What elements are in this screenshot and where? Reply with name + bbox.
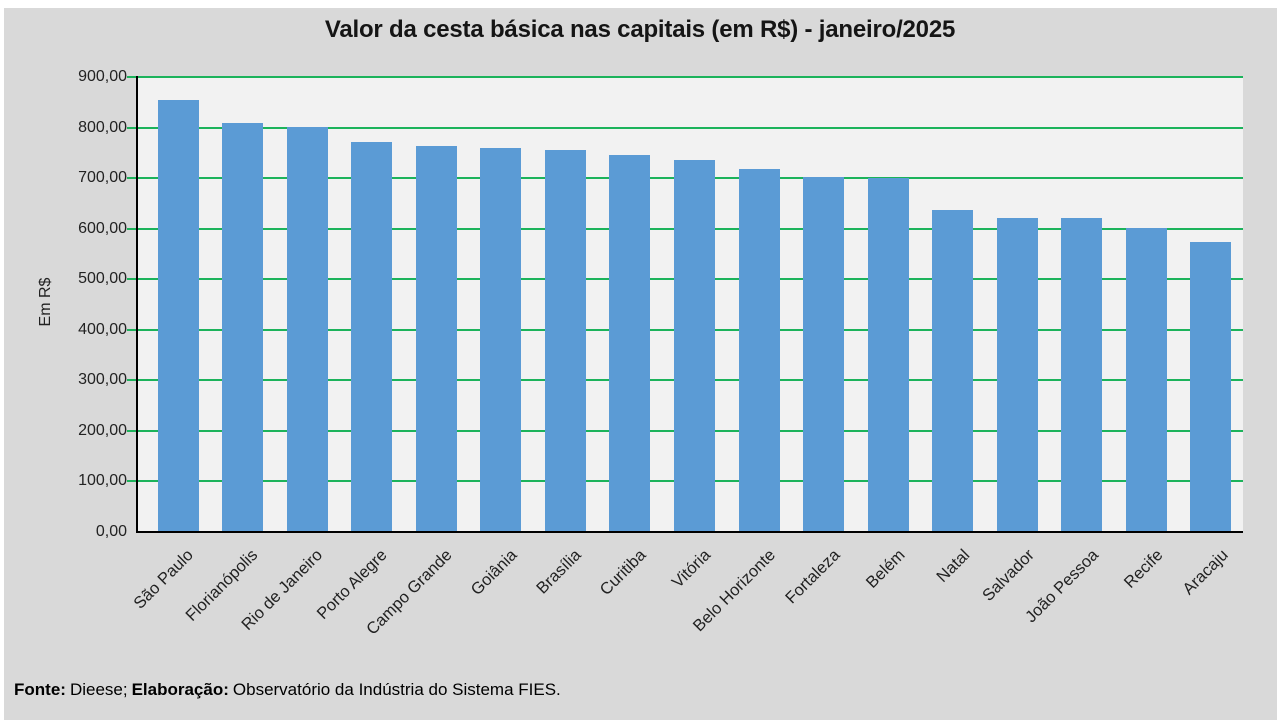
y-tick-mark: [127, 429, 136, 432]
y-axis-label: 700,00: [78, 169, 127, 187]
y-tick-mark: [127, 328, 136, 331]
bar: [157, 100, 199, 531]
bar: [1190, 241, 1232, 531]
bar: [738, 168, 780, 531]
bar: [286, 126, 328, 531]
y-tick-mark: [127, 379, 136, 382]
bar-slot: [662, 76, 727, 531]
y-axis-label: 0,00: [95, 523, 127, 540]
bar: [544, 149, 586, 531]
y-tick-mark: [127, 480, 136, 483]
bar-slot: [469, 76, 534, 531]
bar-slot: [920, 76, 985, 531]
source-note: Fonte: Dieese; Elaboração: Observatório da …: [14, 680, 565, 700]
y-tick-mark: [127, 177, 136, 180]
bar: [609, 154, 651, 531]
bar: [867, 177, 909, 531]
y-axis-label: 600,00: [78, 219, 127, 237]
bar: [351, 141, 393, 531]
source-label: Fonte:: [14, 680, 66, 699]
source-value: Dieese;: [69, 680, 128, 699]
bar-slot: [1049, 76, 1114, 531]
bar-slot: [275, 76, 340, 531]
plot-area: [127, 76, 1243, 533]
y-axis-label: 800,00: [78, 118, 127, 136]
elaboration-value: Observatório da Indústria do Sistema FIE…: [232, 680, 561, 699]
bar-series: [138, 76, 1243, 531]
gridline: [138, 126, 1243, 129]
bar: [1125, 227, 1167, 531]
y-axis-label: 300,00: [78, 371, 127, 389]
bar-slot: [1114, 76, 1179, 531]
y-tick-mark: [127, 227, 136, 230]
bar-slot: [1179, 76, 1244, 531]
bar-slot: [985, 76, 1050, 531]
bar: [415, 145, 457, 531]
bar-slot: [211, 76, 276, 531]
y-tick-mark: [127, 126, 136, 129]
bar: [803, 176, 845, 531]
bar: [996, 218, 1038, 531]
y-axis-label: 200,00: [78, 421, 127, 439]
bar-slot: [404, 76, 469, 531]
y-axis-label: 900,00: [78, 68, 127, 85]
y-tick-mark: [127, 76, 136, 78]
y-axis-label: 400,00: [78, 320, 127, 338]
y-axis-label: 100,00: [78, 472, 127, 490]
bar: [480, 148, 522, 531]
bar: [674, 159, 716, 531]
y-axis: 0,00 100,00 200,00 300,00 400,00 500,00 600,00…: [0, 68, 127, 540]
bar-slot: [146, 76, 211, 531]
y-tick-mark: [127, 278, 136, 281]
bar-slot: [533, 76, 598, 531]
chart-title: Valor da cesta básica nas capitais (em R…: [324, 16, 956, 43]
bar-slot: [340, 76, 405, 531]
elaboration-label: Elaboração:: [131, 680, 229, 699]
bar-slot: [856, 76, 921, 531]
bar-slot: [598, 76, 663, 531]
bar-slot: [791, 76, 856, 531]
bar: [222, 122, 264, 531]
bar: [1061, 218, 1103, 531]
gridline: [138, 76, 1243, 78]
bar-slot: [727, 76, 792, 531]
bar: [932, 210, 974, 531]
y-axis-label: 500,00: [78, 270, 127, 288]
